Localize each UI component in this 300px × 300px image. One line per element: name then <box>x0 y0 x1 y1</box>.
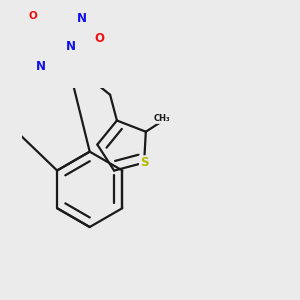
Text: O: O <box>94 32 104 46</box>
Text: O: O <box>29 11 38 21</box>
Text: N: N <box>36 60 46 74</box>
Text: CH₃: CH₃ <box>154 114 170 123</box>
Text: S: S <box>140 156 148 169</box>
Text: N: N <box>77 12 87 25</box>
Text: N: N <box>66 40 76 53</box>
